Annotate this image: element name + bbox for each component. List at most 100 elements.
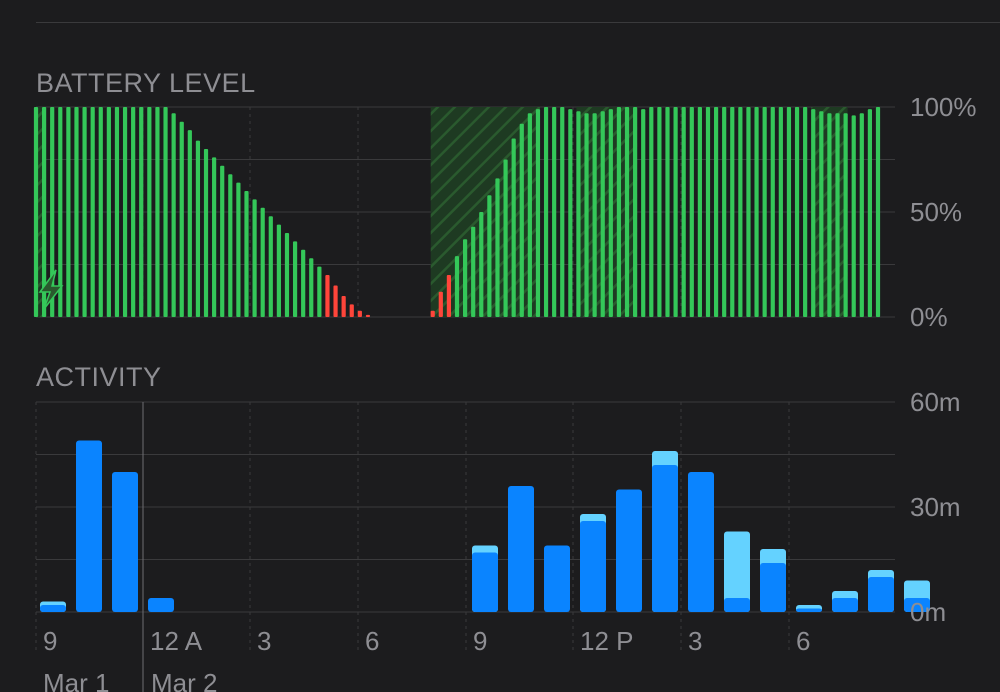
screen-on-bar	[652, 465, 678, 612]
screen-on-bar	[616, 489, 642, 612]
battery-bar	[543, 107, 549, 317]
battery-bar	[195, 140, 201, 317]
battery-bar	[786, 107, 792, 317]
battery-y-label: 100%	[910, 92, 977, 122]
battery-bar	[657, 107, 662, 317]
battery-bar	[754, 107, 759, 317]
battery-bar	[722, 107, 727, 317]
battery-bar	[163, 107, 168, 317]
battery-bar	[624, 107, 630, 317]
battery-bar	[171, 113, 176, 317]
battery-bar	[333, 285, 338, 317]
battery-bar	[357, 310, 362, 317]
battery-bar	[284, 233, 290, 317]
battery-bar	[503, 159, 508, 317]
x-axis-label: 3	[257, 626, 271, 656]
screen-on-bar	[76, 440, 102, 612]
battery-y-label: 0%	[910, 302, 948, 332]
x-axis-label: 3	[688, 626, 702, 656]
axis-labels: 100% 50% 0% 60m 30m 0m 9 12 A 3 6 9 12 P 3 6 Mar 1 Mar …	[43, 92, 977, 692]
battery-bar	[446, 275, 452, 317]
battery-bar	[179, 121, 184, 317]
battery-bar	[552, 107, 557, 317]
battery-bar	[147, 107, 152, 317]
battery-bar	[673, 107, 678, 317]
battery-bar	[867, 109, 873, 317]
battery-bar	[74, 107, 79, 317]
battery-bar	[827, 113, 832, 317]
battery-bar	[495, 178, 500, 317]
battery-bar	[738, 107, 743, 317]
battery-bar	[341, 296, 346, 317]
battery-bar	[228, 174, 233, 317]
activity-y-label: 0m	[910, 597, 946, 627]
battery-bar	[608, 109, 613, 317]
battery-bar	[851, 115, 856, 318]
battery-bar	[41, 107, 47, 317]
battery-bar	[301, 249, 306, 317]
activity-grid	[35, 401, 895, 692]
battery-bar	[600, 111, 605, 317]
battery-bar	[705, 107, 711, 317]
battery-bar	[131, 107, 136, 317]
battery-bar	[811, 109, 816, 317]
battery-bar	[778, 107, 783, 317]
screen-on-bar	[544, 545, 570, 612]
screen-on-bar	[868, 577, 894, 612]
battery-bar	[236, 182, 241, 317]
activity-y-label: 30m	[910, 492, 961, 522]
x-axis-label: 6	[365, 626, 379, 656]
battery-bar	[560, 107, 565, 317]
battery-bar	[835, 113, 840, 317]
battery-bar	[187, 130, 192, 317]
battery-bar	[689, 107, 694, 317]
battery-bar	[697, 107, 702, 317]
battery-bar	[519, 123, 524, 317]
screen-on-bar	[904, 598, 930, 612]
battery-bar	[325, 275, 330, 317]
battery-bar	[50, 107, 55, 317]
battery-bar	[106, 107, 111, 317]
screen-on-bar	[508, 486, 534, 612]
battery-bar	[584, 113, 589, 317]
battery-bar	[487, 195, 492, 317]
battery-bars	[33, 107, 881, 318]
battery-bar	[462, 239, 468, 317]
battery-bar	[268, 216, 273, 317]
battery-bar	[535, 109, 541, 317]
battery-bar	[641, 109, 646, 317]
battery-bar	[114, 107, 120, 317]
battery-bar	[681, 107, 686, 317]
battery-bar	[244, 191, 249, 317]
battery-bar	[292, 241, 298, 317]
battery-bar	[203, 149, 209, 317]
battery-bar	[365, 314, 371, 317]
battery-bar	[155, 107, 160, 317]
battery-bar	[252, 199, 257, 317]
screen-on-bar	[688, 472, 714, 612]
battery-bar	[260, 207, 265, 317]
battery-bar	[212, 157, 217, 317]
battery-bar	[616, 107, 622, 317]
screen-on-bar	[832, 598, 858, 612]
battery-bar	[762, 107, 767, 317]
battery-bar	[309, 258, 314, 317]
battery-bar	[665, 107, 670, 317]
x-axis-label: 6	[796, 626, 810, 656]
battery-bar	[82, 107, 87, 317]
lightning-bolt-icon	[38, 269, 64, 310]
x-axis-label: 9	[473, 626, 487, 656]
battery-bar	[843, 113, 848, 317]
battery-bar	[803, 107, 808, 317]
screen-on-bar	[148, 598, 174, 612]
battery-bar	[454, 256, 460, 317]
battery-bar	[819, 111, 824, 317]
screen-on-bar	[580, 521, 606, 612]
battery-bar	[794, 107, 800, 317]
screen-on-bar	[796, 608, 822, 612]
battery-bar	[770, 107, 775, 317]
battery-bar	[859, 113, 864, 317]
battery-bar	[471, 226, 476, 317]
activity-y-label: 60m	[910, 387, 961, 417]
